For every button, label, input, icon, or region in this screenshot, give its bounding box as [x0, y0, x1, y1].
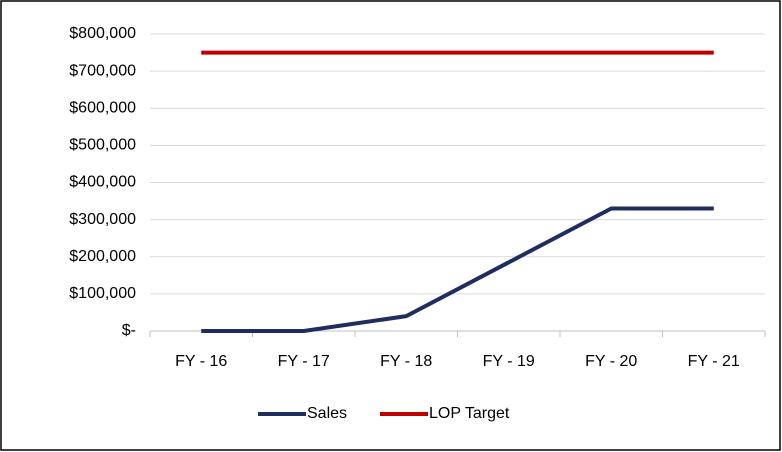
- y-tick-label: $700,000: [69, 62, 136, 79]
- y-tick-label: $300,000: [69, 211, 136, 228]
- y-tick-label: $500,000: [69, 137, 136, 154]
- legend-label: LOP Target: [429, 405, 510, 422]
- y-tick-label: $400,000: [69, 174, 136, 191]
- x-tick-label: FY - 19: [483, 353, 535, 370]
- y-tick-label: $600,000: [69, 99, 136, 116]
- x-tick-label: FY - 17: [278, 353, 330, 370]
- legend-label: Sales: [307, 405, 347, 422]
- x-tick-label: FY - 16: [175, 353, 227, 370]
- x-tick-label: FY - 21: [688, 353, 740, 370]
- y-tick-label: $800,000: [69, 25, 136, 42]
- x-tick-label: FY - 20: [585, 353, 637, 370]
- y-tick-label: $-: [122, 322, 136, 339]
- y-tick-label: $200,000: [69, 248, 136, 265]
- y-tick-label: $100,000: [69, 285, 136, 302]
- x-tick-label: FY - 18: [380, 353, 432, 370]
- series-line: [201, 206, 714, 333]
